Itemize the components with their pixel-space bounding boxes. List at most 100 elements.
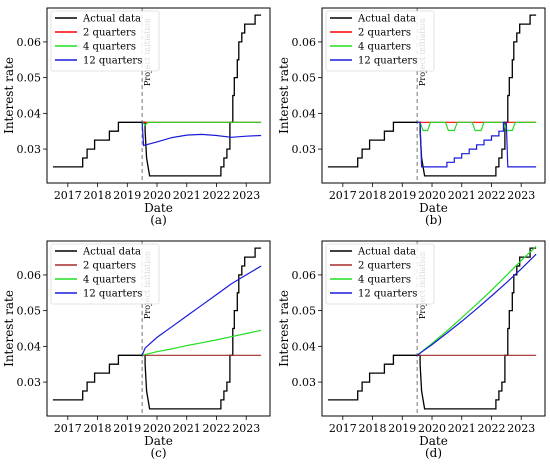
y-tick-label: 0.04 [292,340,317,353]
series-line-4-quarters [141,329,262,356]
legend-label: Actual data [82,14,141,25]
x-tick-label: 2020 [418,422,446,435]
y-axis-label: Interest rate [2,290,16,367]
y-tick-label: 0.06 [292,36,317,49]
x-tick-label: 2017 [329,422,357,435]
x-tick-label: 2018 [359,189,387,202]
y-axis-label: Interest rate [277,57,291,134]
panel-c: 2017 2018 2019 2020 2021 2022 2023 0.03 0.04 0.05… [2,240,271,460]
legend-label: Actual data [82,247,141,258]
series-line-actual-data [52,247,262,410]
y-tick-label: 0.03 [292,376,317,389]
legend-label: 2 quarters [358,261,411,272]
legend-label: 12 quarters [83,289,142,300]
legend-box [50,10,160,72]
x-tick-label: 2022 [477,422,505,435]
x-tick-label: 2021 [448,422,476,435]
x-tick-label: 2017 [54,422,82,435]
x-tick-label: 2022 [477,189,505,202]
x-tick-label: 2017 [54,189,82,202]
x-tick-label: 2021 [448,189,476,202]
legend-box [325,243,435,305]
x-tick-label: 2020 [143,422,171,435]
x-axis-label: Date [419,201,448,215]
panel-a: 2017 2018 2019 2020 2021 2022 2023 0.03 0.04 0.05… [2,7,271,227]
y-tick-label: 0.03 [17,376,42,389]
panel-label: (a) [150,213,167,227]
panel-label: (c) [150,446,166,460]
y-tick-label: 0.06 [292,269,317,282]
panel-label: (d) [425,446,442,460]
y-tick-label: 0.06 [17,36,42,49]
series-group [327,245,537,410]
plot-frame [321,7,546,184]
series-group [327,14,537,177]
legend-box [325,10,435,72]
panel-label: (b) [425,213,442,227]
x-tick-label: 2020 [418,189,446,202]
plot-frame [321,240,546,417]
x-tick-label: 2023 [232,189,260,202]
series-line-actual-data [327,247,537,410]
plot-frame [46,7,271,184]
x-axis-label: Date [144,434,173,448]
series-line-actual-data [327,14,537,177]
plot-frame [46,240,271,417]
x-tick-label: 2017 [329,189,357,202]
legend-label: Actual data [357,14,416,25]
y-tick-label: 0.06 [17,269,42,282]
series-line-12-quarters [416,253,537,356]
series-line-4-quarters [417,121,537,132]
series-line-12-quarters [417,121,537,168]
x-tick-label: 2019 [388,189,416,202]
x-tick-label: 2023 [507,189,535,202]
legend-label: 4 quarters [358,275,411,286]
legend-label: 4 quarters [358,42,411,53]
y-tick-label: 0.05 [292,72,317,85]
x-tick-label: 2020 [143,189,171,202]
legend-label: 2 quarters [358,28,411,39]
legend-box [50,243,160,305]
panel-b: 2017 2018 2019 2020 2021 2022 2023 0.03 0.04 0.05… [277,7,546,227]
y-tick-label: 0.05 [17,72,42,85]
y-axis-label: Interest rate [277,290,291,367]
y-tick-label: 0.05 [17,305,42,318]
series-line-4-quarters [141,121,262,126]
series-line-actual-data [52,14,262,177]
legend-label: 4 quarters [83,275,136,286]
x-tick-label: 2019 [113,422,141,435]
y-tick-label: 0.03 [17,143,42,156]
y-tick-label: 0.04 [17,107,42,120]
x-tick-label: 2019 [113,189,141,202]
legend-label: 2 quarters [83,28,136,39]
series-group [52,14,262,177]
x-tick-label: 2023 [507,422,535,435]
y-tick-label: 0.03 [292,143,317,156]
x-tick-label: 2018 [84,189,112,202]
series-line-12-quarters [141,122,262,147]
legend-label: 2 quarters [83,261,136,272]
x-tick-label: 2021 [173,189,201,202]
x-tick-label: 2022 [202,422,230,435]
series-group [52,247,262,410]
x-tick-label: 2019 [388,422,416,435]
x-tick-label: 2023 [232,422,260,435]
series-line-4-quarters [416,245,537,356]
x-tick-label: 2022 [202,189,230,202]
legend-label: Actual data [357,247,416,258]
y-tick-label: 0.04 [17,340,42,353]
x-tick-label: 2021 [173,422,201,435]
legend-label: 4 quarters [83,42,136,53]
x-tick-label: 2018 [359,422,387,435]
series-line-12-quarters [141,265,262,356]
legend-label: 12 quarters [83,56,142,67]
y-tick-label: 0.04 [292,107,317,120]
legend-label: 12 quarters [358,56,417,67]
panel-d: 2017 2018 2019 2020 2021 2022 2023 0.03 0.04 0.05… [277,240,546,460]
x-tick-label: 2018 [84,422,112,435]
x-axis-label: Date [419,434,448,448]
y-tick-label: 0.05 [292,305,317,318]
y-axis-label: Interest rate [2,57,16,134]
legend-label: 12 quarters [358,289,417,300]
